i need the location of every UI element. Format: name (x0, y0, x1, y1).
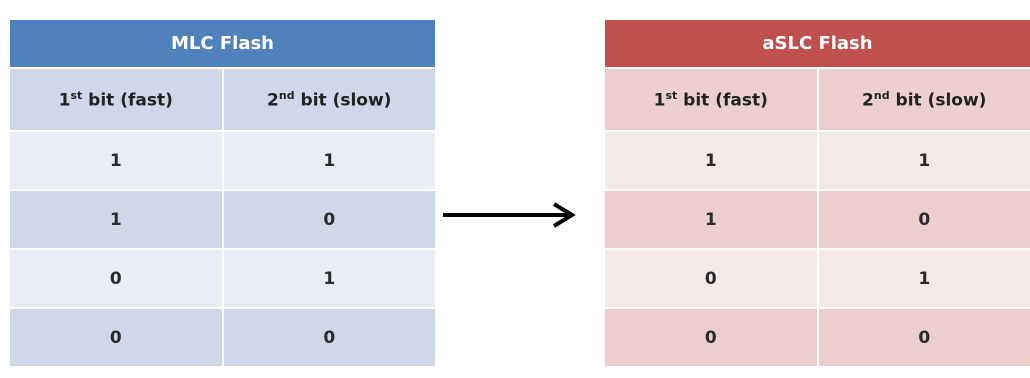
aslc-cell: 0 (605, 308, 818, 368)
mlc-second-bit-header: 2nd bit (slow) (221, 68, 435, 132)
aslc-second-bit-header: 2nd bit (slow) (816, 68, 1030, 132)
aslc-flash-table: aSLC Flash 1st bit (fast) 2nd bit (slow)… (605, 20, 1030, 368)
table-row: 0 0 (605, 308, 1030, 368)
mlc-cell: 1 (221, 249, 435, 309)
mlc-cell: 0 (10, 308, 223, 368)
mlc-flash-table: MLC Flash 1st bit (fast) 2nd bit (slow) … (10, 20, 435, 368)
table-row: 1 1 (10, 131, 435, 191)
table-row: 0 0 (10, 308, 435, 368)
mlc-flash-title: MLC Flash (10, 20, 435, 69)
mlc-cell: 0 (221, 190, 435, 250)
mlc-cell: 1 (10, 190, 223, 250)
aslc-cell: 0 (816, 190, 1030, 250)
table-row: 0 1 (605, 249, 1030, 309)
mlc-cell: 0 (10, 249, 223, 309)
aslc-cell: 1 (605, 190, 818, 250)
aslc-cell-highlighted: 0 (605, 249, 818, 309)
aslc-first-bit-header: 1st bit (fast) (605, 68, 818, 132)
aslc-cell: 0 (816, 308, 1030, 368)
table-row: 1 0 (10, 190, 435, 250)
table-row: 0 1 (10, 249, 435, 309)
right-arrow-icon (443, 202, 576, 228)
mlc-cell: 1 (10, 131, 223, 191)
table-row: 1 1 (605, 131, 1030, 191)
aslc-cell-highlighted: 1 (605, 131, 818, 191)
mlc-cell: 1 (221, 131, 435, 191)
mlc-cell: 0 (221, 308, 435, 368)
mlc-first-bit-header: 1st bit (fast) (10, 68, 223, 132)
aslc-cell: 1 (816, 131, 1030, 191)
table-row: 1 0 (605, 190, 1030, 250)
aslc-cell: 1 (816, 249, 1030, 309)
aslc-flash-title: aSLC Flash (605, 20, 1030, 69)
